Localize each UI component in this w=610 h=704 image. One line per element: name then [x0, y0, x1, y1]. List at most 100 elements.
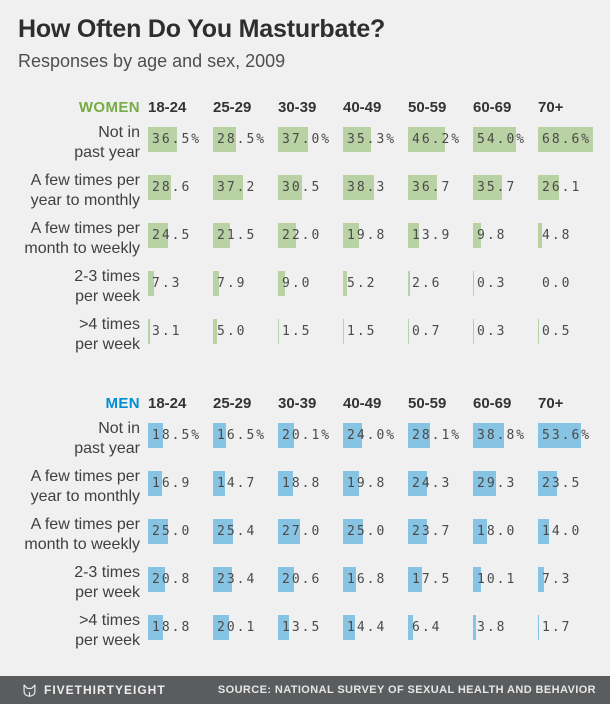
table-row: A few times per year to monthly 28.6 37.2 30… — [0, 167, 610, 215]
value-bar — [213, 127, 236, 152]
value-bar — [278, 471, 294, 496]
section-women: WOMEN 18-24 25-29 30-39 40-49 50-59 60-69 70+ No… — [0, 97, 610, 359]
column-header: 50-59 — [408, 99, 447, 116]
value-cell: 36.7 — [408, 167, 473, 215]
column-header: 60-69 — [473, 99, 512, 116]
value-label: 17.5 — [412, 572, 452, 587]
value-cell: 20.1% — [278, 415, 343, 463]
value-cell: 38.3 — [343, 167, 408, 215]
value-cell: 17.5 — [408, 559, 473, 607]
value-bar — [278, 271, 286, 296]
value-bar — [473, 519, 488, 544]
value-label: 37.0% — [282, 132, 332, 147]
value-cell: 6.4 — [408, 607, 473, 655]
column-header: 18-24 — [148, 99, 187, 116]
value-bar — [473, 567, 482, 592]
value-bar — [148, 471, 162, 496]
chart-header: How Often Do You Masturbate? Responses b… — [0, 0, 610, 73]
value-cell: 7.3 — [148, 263, 213, 311]
value-cell: 19.8 — [343, 463, 408, 511]
value-cell: 0.7 — [408, 311, 473, 359]
value-cell: 28.5% — [213, 119, 278, 167]
value-label: 24.5 — [152, 228, 192, 243]
value-label: 26.1 — [542, 180, 582, 195]
value-bar — [408, 471, 428, 496]
value-label: 1.5 — [282, 324, 312, 339]
value-label: 7.3 — [542, 572, 572, 587]
value-bar — [213, 423, 227, 448]
value-bar — [278, 127, 308, 152]
value-cell: 35.3% — [343, 119, 408, 167]
value-label: 9.8 — [477, 228, 507, 243]
value-bar — [278, 615, 289, 640]
value-cell: 36.5% — [148, 119, 213, 167]
value-bar — [538, 519, 550, 544]
value-bar — [473, 615, 477, 640]
value-bar — [408, 175, 438, 200]
value-cell: 30.5 — [278, 167, 343, 215]
value-bar — [343, 471, 359, 496]
value-label: 6.4 — [412, 620, 442, 635]
value-label: 24.0% — [347, 428, 397, 443]
value-bar — [408, 271, 411, 296]
value-cell: 5.2 — [343, 263, 408, 311]
value-label: 25.0 — [347, 524, 387, 539]
value-bar — [148, 271, 154, 296]
value-cell: 25.0 — [343, 511, 408, 559]
value-label: 1.5 — [347, 324, 377, 339]
value-cell: 68.6% — [538, 119, 603, 167]
row-label: A few times per year to monthly — [30, 468, 140, 505]
value-cell: 16.9 — [148, 463, 213, 511]
value-bar — [343, 423, 363, 448]
value-label: 22.0 — [282, 228, 322, 243]
row-label: Not in past year — [74, 124, 140, 161]
value-bar — [473, 127, 517, 152]
value-cell: 53.6% — [538, 415, 603, 463]
column-header: 50-59 — [408, 395, 447, 412]
value-cell: 23.5 — [538, 463, 603, 511]
table-row: A few times per month to weekly 25.0 25.4 27… — [0, 511, 610, 559]
row-label: Not in past year — [74, 420, 140, 457]
column-header: 30-39 — [278, 99, 317, 116]
value-label: 20.6 — [282, 572, 322, 587]
value-label: 18.8 — [282, 476, 322, 491]
value-bar — [408, 319, 409, 344]
value-cell: 9.0 — [278, 263, 343, 311]
value-label: 37.2 — [217, 180, 257, 195]
value-label: 25.4 — [217, 524, 257, 539]
column-header: 70+ — [538, 99, 564, 116]
value-cell: 29.3 — [473, 463, 538, 511]
value-label: 0.3 — [477, 276, 507, 291]
value-label: 13.9 — [412, 228, 452, 243]
value-cell: 4.8 — [538, 215, 603, 263]
value-cell: 18.8 — [278, 463, 343, 511]
table-row: Not in past year 36.5% 28.5% 37.0% 35.3% 46.2%… — [0, 119, 610, 167]
value-label: 14.0 — [542, 524, 582, 539]
value-bar — [213, 615, 230, 640]
value-label: 38.3 — [347, 180, 387, 195]
value-bar — [213, 175, 243, 200]
value-cell: 37.0% — [278, 119, 343, 167]
value-bar — [408, 223, 420, 248]
value-cell: 25.0 — [148, 511, 213, 559]
value-cell: 7.3 — [538, 559, 603, 607]
value-label: 23.7 — [412, 524, 452, 539]
value-label: 4.8 — [542, 228, 572, 243]
value-bar — [473, 471, 497, 496]
value-label: 16.8 — [347, 572, 387, 587]
value-bar — [343, 223, 359, 248]
source-note: SOURCE: NATIONAL SURVEY OF SEXUAL HEALTH… — [217, 684, 596, 696]
value-bar — [538, 223, 542, 248]
value-cell: 13.5 — [278, 607, 343, 655]
column-header: 18-24 — [148, 395, 187, 412]
value-label: 3.8 — [477, 620, 507, 635]
value-label: 28.1% — [412, 428, 462, 443]
value-bar — [408, 615, 414, 640]
value-cell: 25.4 — [213, 511, 278, 559]
brand: FIVETHIRTYEIGHT — [22, 683, 166, 698]
row-label: A few times per month to weekly — [24, 220, 140, 257]
value-bar — [408, 423, 431, 448]
value-bar — [473, 423, 505, 448]
section-header-row: MEN 18-24 25-29 30-39 40-49 50-59 60-69 70+ — [0, 393, 610, 415]
value-cell: 9.8 — [473, 215, 538, 263]
